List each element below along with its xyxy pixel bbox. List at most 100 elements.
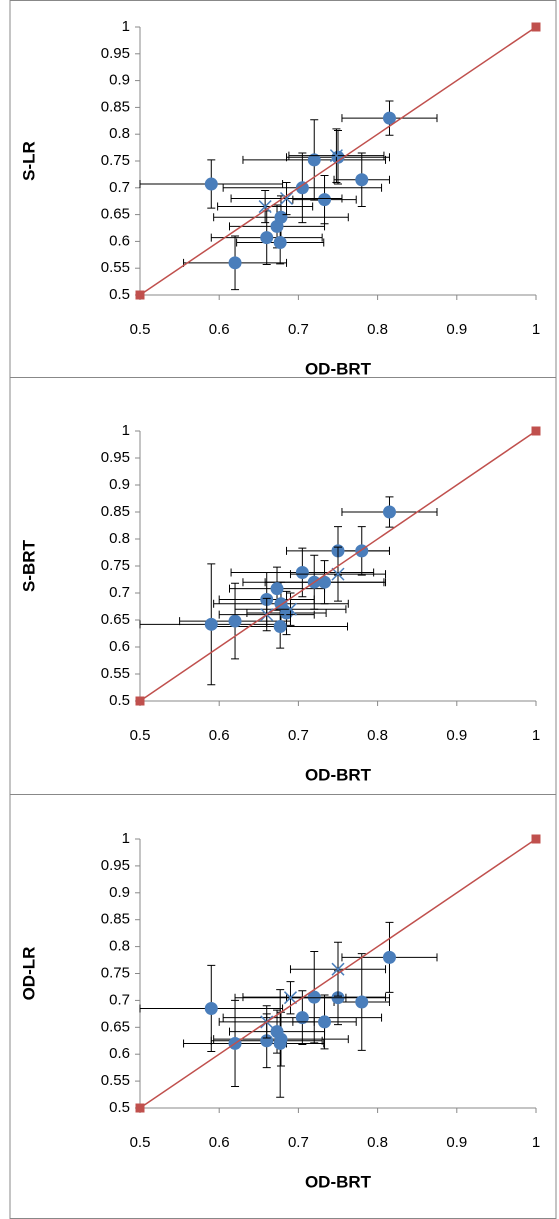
x-tick-label: 0.6 bbox=[209, 1134, 230, 1151]
y-tick-label: 0.95 bbox=[101, 45, 130, 62]
point bbox=[273, 235, 287, 249]
x-tick-label: 1 bbox=[532, 727, 540, 744]
point bbox=[307, 153, 321, 167]
point bbox=[204, 177, 218, 191]
y-tick-label: 0.5 bbox=[109, 692, 130, 709]
y-tick-label: 0.5 bbox=[109, 1099, 130, 1116]
x-tick-label: 0.9 bbox=[446, 321, 467, 338]
y-tick-label: 0.65 bbox=[101, 206, 130, 223]
point bbox=[135, 696, 145, 706]
x-tick-label: 0.7 bbox=[288, 1134, 309, 1151]
line bbox=[139, 838, 537, 1109]
point bbox=[531, 834, 541, 844]
point bbox=[531, 22, 541, 32]
y-tick-label: 0.85 bbox=[101, 503, 130, 520]
point bbox=[260, 231, 274, 245]
y-tick-label: 0.6 bbox=[109, 1045, 130, 1062]
point bbox=[295, 1011, 309, 1025]
x-tick-label: 0.5 bbox=[130, 1134, 151, 1151]
y-tick-label: 0.8 bbox=[109, 125, 130, 142]
y-tick-label: 0.9 bbox=[109, 476, 130, 493]
point bbox=[283, 991, 298, 1005]
point bbox=[258, 200, 272, 214]
x-tick-label: 0.9 bbox=[446, 727, 467, 744]
point bbox=[382, 111, 396, 125]
y-tick-label: 0.55 bbox=[101, 1072, 130, 1089]
line bbox=[139, 430, 537, 702]
y-tick-label: 0.75 bbox=[101, 152, 130, 169]
point bbox=[283, 602, 298, 616]
y-tick-label: 0.95 bbox=[101, 449, 130, 466]
x-tick-label: 0.8 bbox=[367, 727, 388, 744]
point bbox=[318, 193, 332, 207]
x-tick-label: 1 bbox=[532, 321, 540, 338]
panel-frame bbox=[9, 377, 557, 795]
point bbox=[135, 1103, 145, 1113]
x-tick-label: 0.7 bbox=[288, 321, 309, 338]
x-tick-label: 0.5 bbox=[130, 727, 151, 744]
x-tick-label: 0.6 bbox=[209, 321, 230, 338]
point bbox=[135, 290, 145, 300]
point bbox=[204, 1001, 218, 1015]
y-tick-label: 0.7 bbox=[109, 584, 130, 601]
y-tick-label: 0.65 bbox=[101, 1018, 130, 1035]
y-tick-label: 0.8 bbox=[109, 938, 130, 955]
x-tick-label: 1 bbox=[532, 1134, 540, 1151]
point bbox=[331, 567, 345, 581]
y-tick-label: 0.9 bbox=[109, 884, 130, 901]
point bbox=[204, 617, 218, 631]
point bbox=[295, 181, 309, 195]
y-tick-label: 0.55 bbox=[101, 259, 130, 276]
y-tick-label: 0.6 bbox=[109, 638, 130, 655]
y-tick-label: 0.75 bbox=[101, 964, 130, 981]
x-axis-label: OD-BRT bbox=[305, 765, 372, 784]
y-tick-label: 0.7 bbox=[109, 991, 130, 1008]
point bbox=[307, 990, 321, 1004]
y-axis-label: S-LR bbox=[19, 141, 38, 181]
y-tick-label: 0.85 bbox=[101, 911, 130, 928]
point bbox=[531, 426, 541, 436]
point bbox=[228, 614, 242, 628]
y-axis-label: S-BRT bbox=[19, 539, 38, 592]
x-tick-label: 0.8 bbox=[367, 1134, 388, 1151]
x-axis-label: OD-BRT bbox=[305, 359, 372, 378]
point bbox=[382, 950, 396, 964]
point bbox=[270, 582, 284, 596]
point bbox=[295, 565, 309, 579]
point bbox=[318, 575, 332, 589]
line bbox=[139, 26, 537, 296]
y-tick-label: 1 bbox=[122, 422, 130, 439]
x-tick-label: 0.7 bbox=[288, 727, 309, 744]
point bbox=[260, 1034, 274, 1048]
y-axis-label: OD-LR bbox=[19, 947, 38, 1001]
x-tick-label: 0.5 bbox=[130, 321, 151, 338]
point bbox=[273, 1036, 287, 1050]
point bbox=[355, 995, 369, 1009]
y-tick-label: 0.8 bbox=[109, 530, 130, 547]
point bbox=[318, 1015, 332, 1029]
y-tick-label: 0.65 bbox=[101, 611, 130, 628]
x-axis-label: OD-BRT bbox=[305, 1172, 372, 1191]
point bbox=[279, 191, 294, 206]
y-tick-label: 1 bbox=[122, 18, 130, 35]
y-tick-label: 0.7 bbox=[109, 179, 130, 196]
point bbox=[355, 173, 369, 187]
point bbox=[273, 619, 287, 633]
x-tick-label: 0.9 bbox=[446, 1134, 467, 1151]
x-tick-label: 0.8 bbox=[367, 321, 388, 338]
y-tick-label: 1 bbox=[122, 830, 130, 847]
x-tick-label: 0.6 bbox=[209, 727, 230, 744]
y-tick-label: 0.6 bbox=[109, 232, 130, 249]
point bbox=[382, 505, 396, 519]
y-tick-label: 0.5 bbox=[109, 286, 130, 303]
point bbox=[331, 962, 345, 976]
panel-frame bbox=[9, 0, 557, 378]
y-tick-label: 0.85 bbox=[101, 98, 130, 115]
point bbox=[270, 219, 284, 233]
point bbox=[228, 256, 242, 270]
y-tick-label: 0.75 bbox=[101, 557, 130, 574]
y-tick-label: 0.55 bbox=[101, 665, 130, 682]
y-tick-label: 0.95 bbox=[101, 857, 130, 874]
y-tick-label: 0.9 bbox=[109, 72, 130, 89]
